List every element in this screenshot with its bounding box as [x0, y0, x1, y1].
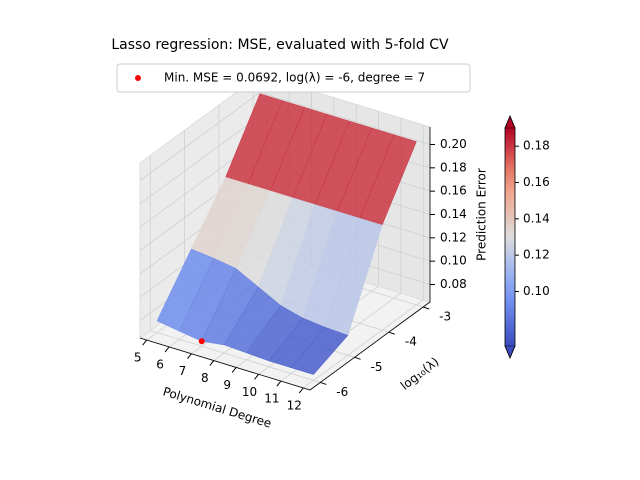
colorbar-tick-label: 0.12 [523, 248, 550, 262]
x-tick [298, 387, 304, 394]
z-tick-label: 0.12 [440, 230, 467, 244]
grid-line [150, 330, 321, 383]
colorbar-extend [504, 115, 516, 129]
z-tick-label: 0.08 [440, 277, 467, 291]
chart-title: Lasso regression: MSE, evaluated with 5-… [111, 37, 449, 53]
colorbar [505, 128, 515, 346]
y-tick [320, 381, 327, 385]
x-tick [254, 373, 259, 380]
z-tick-label: 0.18 [440, 160, 467, 174]
colorbar-tick-label: 0.10 [523, 284, 550, 298]
y-tick-label: -6 [336, 385, 348, 399]
surface-patch [290, 327, 349, 375]
z-tick-label: 0.16 [440, 184, 467, 198]
grid-line [303, 299, 424, 389]
x-tick [276, 380, 282, 387]
legend-marker [135, 75, 141, 81]
x-tick-label: 7 [179, 364, 187, 378]
grid-line [139, 115, 261, 205]
z-axis-label: Prediction Error [475, 168, 489, 261]
x-tick-label: 11 [264, 392, 279, 406]
axis-line [139, 337, 311, 391]
x-tick-label: 12 [287, 398, 302, 412]
x-tick [231, 367, 237, 373]
y-tick-label: -3 [439, 310, 451, 324]
colorbar-tick-label: 0.18 [523, 139, 550, 153]
x-tick-label: 9 [223, 378, 231, 392]
colorbar-tick-label: 0.14 [523, 211, 550, 225]
y-axis-label: log₁₀(λ) [398, 354, 442, 392]
grid-line [259, 92, 431, 145]
colorbar-tick-label: 0.16 [523, 175, 550, 189]
y-tick [422, 306, 430, 310]
x-tick [187, 353, 192, 360]
z-tick-label: 0.14 [440, 207, 467, 221]
x-tick [209, 360, 215, 366]
y-tick-label: -5 [371, 360, 383, 374]
legend-label: Min. MSE = 0.0692, log(λ) = -6, degree =… [164, 71, 425, 85]
axis-line [309, 301, 431, 391]
min-point [198, 338, 205, 345]
x-tick [142, 339, 148, 346]
x-tick-label: 8 [201, 371, 209, 385]
z-tick-label: 0.20 [440, 137, 467, 151]
z-tick-label: 0.10 [440, 254, 467, 268]
legend-box [116, 63, 471, 93]
x-tick-label: 5 [134, 351, 142, 365]
y-tick-label: -4 [405, 335, 417, 349]
x-tick-label: 6 [156, 357, 164, 371]
y-tick [354, 356, 361, 360]
x-tick-label: 10 [242, 385, 257, 399]
colorbar-extend [504, 345, 516, 359]
y-tick [388, 331, 396, 335]
x-tick [164, 346, 170, 353]
grid-line [139, 92, 261, 181]
colorbar-outline [504, 114, 516, 360]
